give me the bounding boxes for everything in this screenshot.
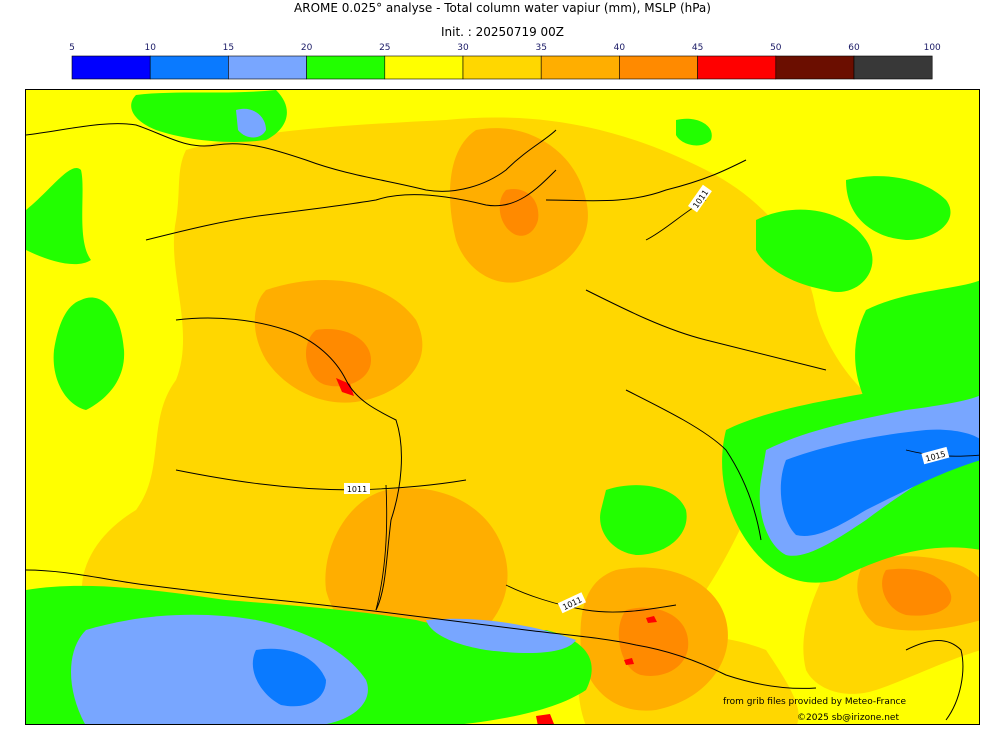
pw-45-50-spot — [336, 378, 354, 396]
colorbar-tick-label: 100 — [924, 43, 941, 53]
copyright-credit: ©2025 sb@irizone.net — [797, 713, 899, 723]
pw-20-25-northeast-area — [846, 176, 951, 240]
colorbar-swatch — [71, 55, 151, 80]
pw-40-45-west-area — [305, 329, 371, 387]
colorbar-tick-label: 60 — [848, 43, 860, 53]
pw-20-25-west-coast-area — [26, 168, 91, 265]
pw-45-50-spot — [624, 658, 634, 665]
colorbar-tick-label: 50 — [770, 43, 782, 53]
colorbar-swatch — [228, 55, 307, 80]
colorbar-tick-label: 5 — [69, 43, 75, 53]
pw-20-25-east-area — [756, 209, 873, 292]
pw-40-45-north-area — [499, 189, 539, 236]
pw-15-20-pyrenees-area — [426, 618, 576, 653]
pw-40-45-southeast-area — [882, 568, 952, 616]
pw-40-45-south-area — [618, 607, 689, 676]
colorbar-legend: 5 10 15 20 25 30 35 40 45 50 60 100 — [69, 43, 941, 80]
pw-20-25-atlantic-area — [53, 297, 125, 410]
coastlines — [26, 123, 964, 721]
colorbar-tick-label: 45 — [692, 43, 703, 53]
colorbar-tick-label: 35 — [535, 43, 546, 53]
pw-20-25-center-east-area — [600, 485, 687, 555]
colorbar-tick-label: 10 — [144, 43, 156, 53]
colorbar-tick-label: 30 — [457, 43, 469, 53]
colorbar-swatch — [619, 55, 698, 80]
isobar-label-1011-west: 1011 — [347, 485, 367, 494]
colorbar-tick-label: 20 — [301, 43, 313, 53]
map-title: AROME 0.025° analyse - Total column wate… — [294, 1, 711, 15]
pw-20-25-north-area — [676, 118, 712, 146]
pw-15-20-northwest-area — [236, 108, 266, 138]
colorbar-swatch — [384, 55, 464, 80]
colorbar-swatch — [853, 55, 933, 80]
colorbar-swatch — [697, 55, 777, 80]
pw-45-50-spot — [536, 714, 554, 724]
colorbar-swatch — [149, 55, 229, 80]
colorbar-tick-label: 40 — [614, 43, 626, 53]
colorbar-swatch — [540, 55, 620, 80]
data-provider-credit: from grib files provided by Meteo-France — [723, 697, 907, 707]
init-time: Init. : 20250719 00Z — [440, 25, 565, 39]
colorbar-tick-label: 25 — [379, 43, 390, 53]
colorbar-swatch — [462, 55, 542, 80]
colorbar-swatch — [306, 55, 386, 80]
colorbar-swatch — [775, 55, 855, 80]
pw-10-15-south-area — [252, 648, 326, 707]
weather-map: 1011 1011 1011 1015 — [25, 89, 980, 725]
pw-30-35-area — [81, 117, 886, 685]
colorbar-tick-label: 15 — [223, 43, 234, 53]
pw-45-50-spot — [646, 616, 657, 623]
